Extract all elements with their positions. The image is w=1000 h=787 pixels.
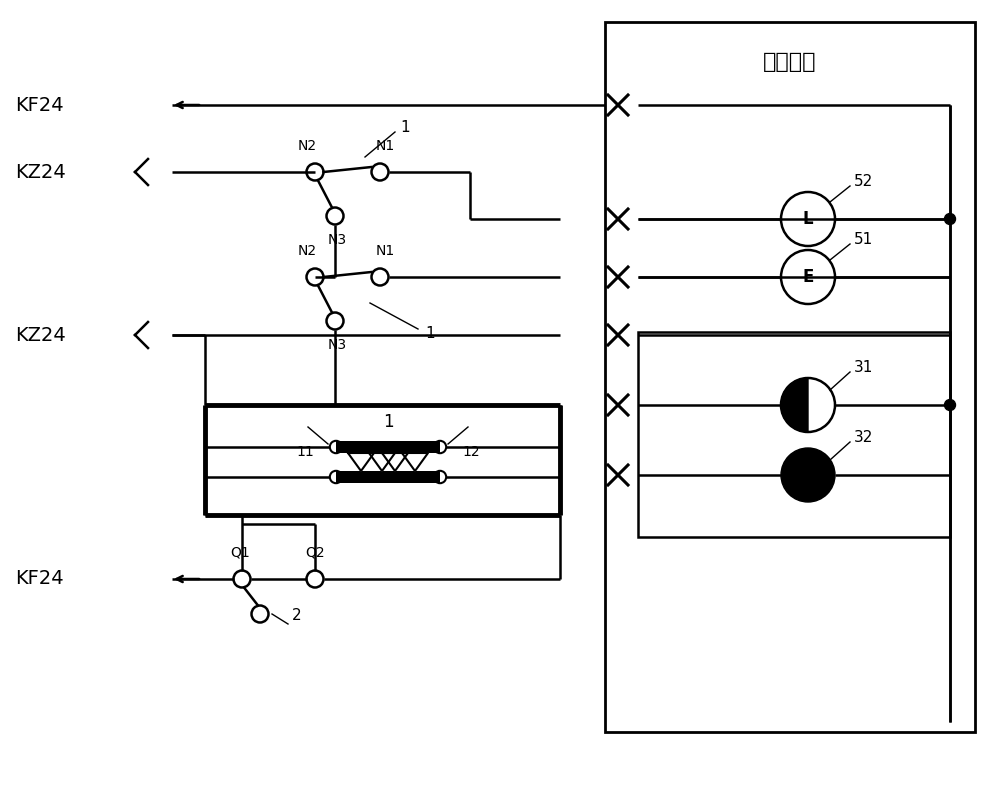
Polygon shape <box>402 453 428 471</box>
Text: KF24: KF24 <box>15 570 64 589</box>
FancyBboxPatch shape <box>638 332 950 537</box>
FancyBboxPatch shape <box>605 22 975 732</box>
Text: L: L <box>803 210 813 228</box>
Wedge shape <box>781 378 808 432</box>
Circle shape <box>944 400 956 411</box>
Text: 11: 11 <box>296 445 314 459</box>
Text: KZ24: KZ24 <box>15 162 66 182</box>
Polygon shape <box>382 453 408 471</box>
Text: 机柜盘面: 机柜盘面 <box>763 52 817 72</box>
Text: 31: 31 <box>853 360 873 375</box>
Text: 1: 1 <box>400 120 410 135</box>
Text: N1: N1 <box>375 244 395 258</box>
Polygon shape <box>369 453 395 471</box>
Text: 2: 2 <box>292 608 302 623</box>
Text: N2: N2 <box>297 139 317 153</box>
Text: Q2: Q2 <box>305 545 325 559</box>
Text: 51: 51 <box>853 231 873 246</box>
Circle shape <box>781 448 835 502</box>
Text: N3: N3 <box>327 338 347 352</box>
Text: KZ24: KZ24 <box>15 326 66 345</box>
FancyBboxPatch shape <box>336 441 440 453</box>
Circle shape <box>944 213 956 224</box>
Text: 12: 12 <box>462 445 480 459</box>
Text: 52: 52 <box>853 173 873 189</box>
Text: N2: N2 <box>297 244 317 258</box>
Text: KF24: KF24 <box>15 95 64 114</box>
Text: N3: N3 <box>327 233 347 247</box>
Text: N1: N1 <box>375 139 395 153</box>
Polygon shape <box>348 453 374 471</box>
Text: 32: 32 <box>853 430 873 445</box>
Text: E: E <box>802 268 814 286</box>
Text: 1: 1 <box>383 413 393 431</box>
Text: 1: 1 <box>425 326 435 341</box>
Text: Q1: Q1 <box>230 545 250 559</box>
FancyBboxPatch shape <box>336 471 440 483</box>
